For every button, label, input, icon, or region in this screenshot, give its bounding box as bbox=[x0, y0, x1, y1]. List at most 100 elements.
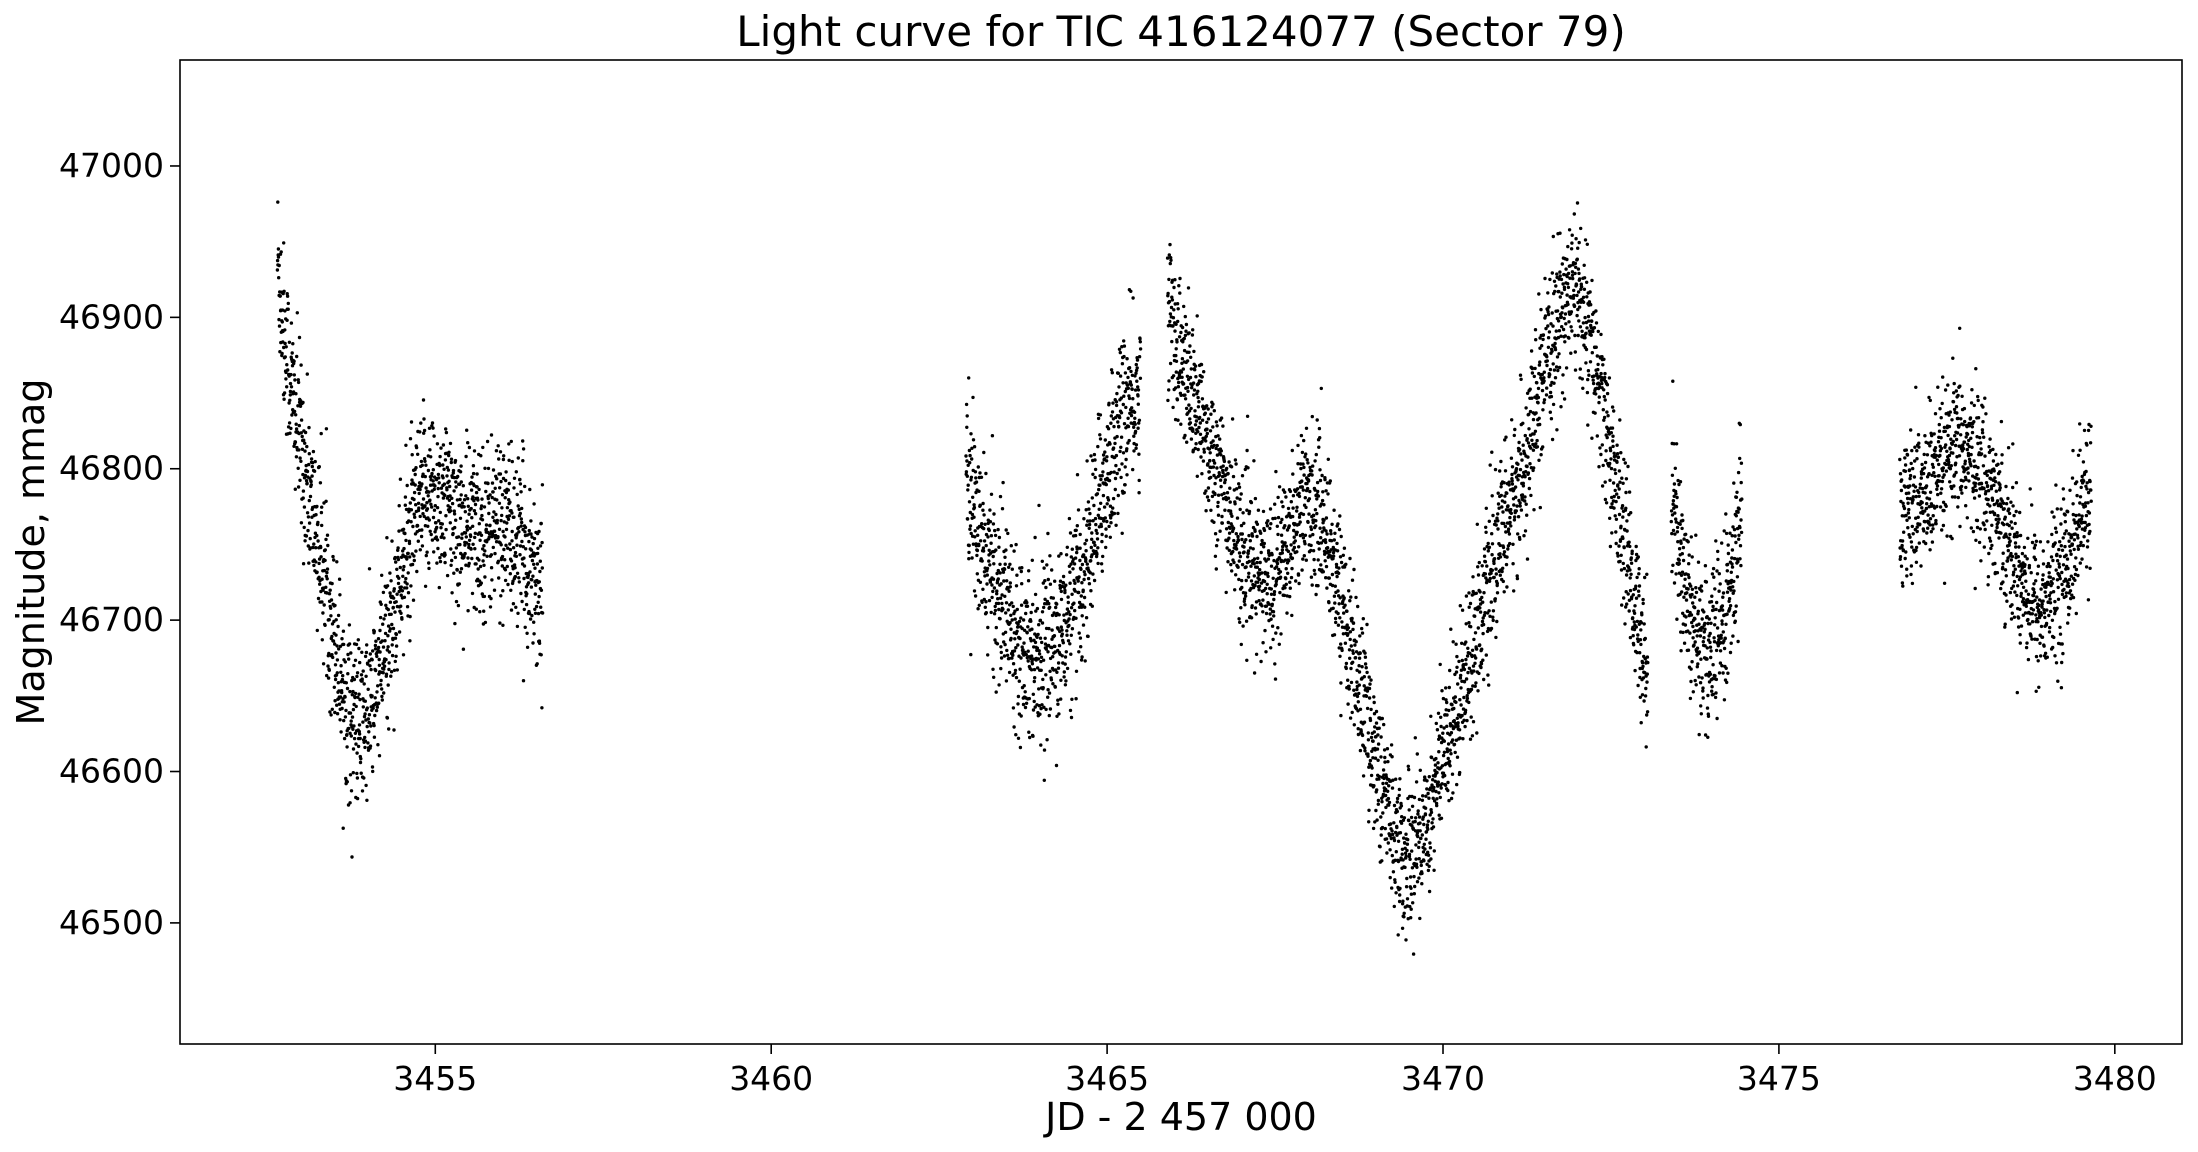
data-point bbox=[1226, 520, 1231, 525]
data-point bbox=[1384, 793, 1388, 798]
data-point bbox=[1586, 369, 1591, 373]
data-point bbox=[412, 497, 416, 502]
data-point bbox=[380, 694, 384, 699]
data-point bbox=[1112, 470, 1116, 474]
data-point bbox=[994, 690, 998, 694]
data-point bbox=[1003, 642, 1007, 647]
data-point bbox=[463, 510, 467, 514]
data-point bbox=[352, 724, 356, 728]
data-point bbox=[1421, 794, 1425, 798]
data-point bbox=[1295, 509, 1299, 513]
data-point bbox=[1066, 600, 1071, 605]
data-point bbox=[1360, 665, 1364, 669]
data-point bbox=[1548, 277, 1552, 282]
data-point bbox=[423, 504, 427, 508]
data-point bbox=[480, 513, 484, 518]
data-point bbox=[1322, 518, 1326, 522]
data-point bbox=[365, 724, 369, 729]
data-point bbox=[421, 497, 426, 501]
data-point bbox=[1498, 469, 1502, 473]
data-point bbox=[311, 449, 316, 454]
data-point bbox=[521, 447, 526, 451]
data-point bbox=[1613, 488, 1617, 493]
data-point bbox=[480, 518, 485, 522]
data-point bbox=[1171, 316, 1176, 320]
data-point bbox=[386, 634, 390, 638]
data-point bbox=[981, 501, 985, 506]
data-point bbox=[1351, 660, 1355, 664]
data-point bbox=[1400, 815, 1404, 819]
data-point bbox=[1564, 322, 1568, 326]
data-point bbox=[1030, 558, 1035, 562]
data-point bbox=[1346, 678, 1350, 682]
data-point bbox=[1350, 710, 1354, 715]
data-point bbox=[1331, 550, 1336, 555]
data-point bbox=[305, 372, 309, 376]
data-point bbox=[1363, 651, 1367, 655]
data-point bbox=[1332, 633, 1337, 637]
data-point bbox=[967, 550, 971, 555]
data-point bbox=[331, 554, 335, 559]
data-point bbox=[419, 421, 423, 425]
data-point bbox=[1339, 681, 1343, 685]
data-point bbox=[1524, 406, 1528, 410]
data-point bbox=[1617, 469, 1622, 473]
data-point bbox=[391, 596, 396, 600]
data-point bbox=[1390, 786, 1395, 790]
data-point bbox=[1129, 413, 1134, 418]
data-point bbox=[1189, 355, 1193, 359]
data-point bbox=[1219, 484, 1223, 489]
data-point bbox=[384, 603, 388, 607]
data-point bbox=[445, 474, 449, 478]
data-point bbox=[1007, 589, 1011, 593]
data-point bbox=[1338, 555, 1343, 559]
data-point bbox=[350, 678, 354, 683]
data-point bbox=[1473, 631, 1478, 635]
data-point bbox=[1015, 607, 1019, 612]
data-point bbox=[1019, 569, 1023, 574]
data-point bbox=[1591, 381, 1596, 386]
data-point bbox=[1357, 670, 1362, 674]
data-point bbox=[1583, 336, 1587, 340]
data-point bbox=[362, 714, 367, 719]
data-point bbox=[391, 637, 395, 642]
data-point bbox=[464, 535, 468, 539]
data-point bbox=[1402, 816, 1407, 820]
data-point bbox=[392, 668, 397, 672]
data-point bbox=[976, 533, 980, 537]
data-point bbox=[1421, 815, 1426, 819]
data-point bbox=[1495, 619, 1499, 624]
data-point bbox=[1269, 646, 1273, 650]
data-point bbox=[1209, 475, 1213, 480]
data-point bbox=[401, 574, 405, 578]
data-point bbox=[394, 654, 398, 658]
data-point bbox=[1246, 549, 1251, 553]
data-point bbox=[488, 493, 492, 497]
data-point bbox=[521, 545, 525, 549]
data-point bbox=[1631, 616, 1635, 620]
data-point bbox=[1204, 489, 1208, 493]
data-point bbox=[1398, 777, 1402, 781]
data-point bbox=[1602, 388, 1606, 392]
data-point bbox=[1185, 440, 1189, 444]
data-point bbox=[390, 653, 395, 658]
data-point bbox=[1449, 752, 1453, 756]
data-point bbox=[332, 558, 336, 562]
data-point bbox=[1005, 579, 1009, 583]
data-point bbox=[1308, 534, 1312, 538]
data-point bbox=[451, 468, 456, 473]
data-point bbox=[1276, 626, 1280, 630]
data-point bbox=[1457, 728, 1462, 732]
data-point bbox=[1075, 524, 1080, 528]
data-point bbox=[356, 744, 361, 749]
data-point bbox=[1348, 637, 1352, 642]
data-point bbox=[463, 531, 468, 535]
data-point bbox=[507, 458, 511, 462]
data-point bbox=[397, 630, 402, 634]
data-point bbox=[1180, 325, 1185, 330]
data-point bbox=[379, 683, 383, 687]
data-point bbox=[1573, 333, 1577, 338]
data-point bbox=[1619, 553, 1623, 557]
data-point bbox=[1087, 522, 1092, 527]
data-point bbox=[1005, 653, 1010, 657]
